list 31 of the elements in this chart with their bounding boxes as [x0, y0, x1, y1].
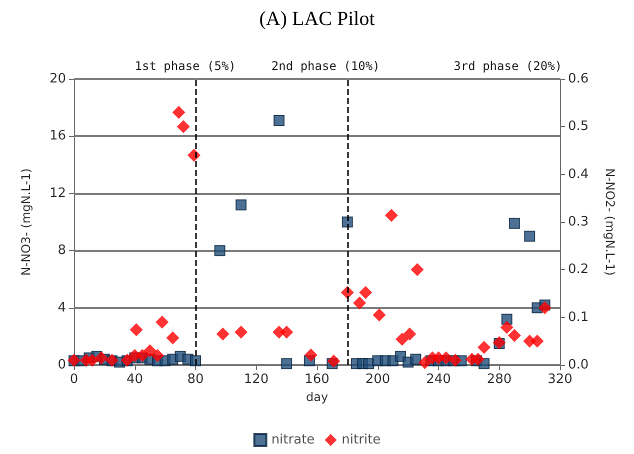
y-tick-label: 4 [58, 300, 66, 316]
y-tick-label: 20 [49, 72, 66, 86]
x-tick-label: 0 [70, 372, 78, 387]
y-tick-label: 12 [49, 186, 66, 201]
x-tick-label: 200 [365, 372, 390, 387]
x-tick-label: 320 [548, 372, 572, 387]
y-tick-label: 16 [49, 128, 66, 144]
y2-tick-label: 0.6 [568, 72, 589, 86]
y-tick-label: 0 [58, 358, 66, 372]
y2-axis-title: N-NO2- (mgN.L-1) [603, 168, 617, 276]
y2-tick-label: 0.0 [568, 358, 589, 372]
y-axis-title: N-NO3- (mgN.L-1) [19, 168, 33, 276]
x-tick-label: 160 [304, 372, 330, 387]
y2-tick-label: 0.5 [568, 119, 589, 134]
y2-tick-label: 0.4 [568, 166, 589, 182]
legend-label: nitrate [271, 432, 315, 448]
x-axis-title: day [306, 390, 328, 404]
x-tick-label: 120 [244, 372, 269, 387]
chart-title: (A) LAC Pilot [259, 8, 376, 30]
x-tick-label: 80 [187, 372, 204, 387]
x-tick-label: 40 [126, 372, 144, 387]
x-tick-label: 240 [426, 372, 451, 387]
y2-tick-label: 0.3 [568, 214, 589, 230]
text: 2nd phase (10%) [271, 59, 380, 73]
legend-label: nitrite [342, 432, 381, 448]
text: 3rd phase (20%) [454, 59, 562, 73]
y-tick-label: 8 [58, 243, 66, 258]
text: 1st phase (5%) [134, 59, 236, 73]
x-tick-label: 280 [486, 372, 512, 387]
y2-tick-label: 0.2 [568, 262, 589, 278]
y2-tick-label: 0.1 [568, 310, 589, 325]
